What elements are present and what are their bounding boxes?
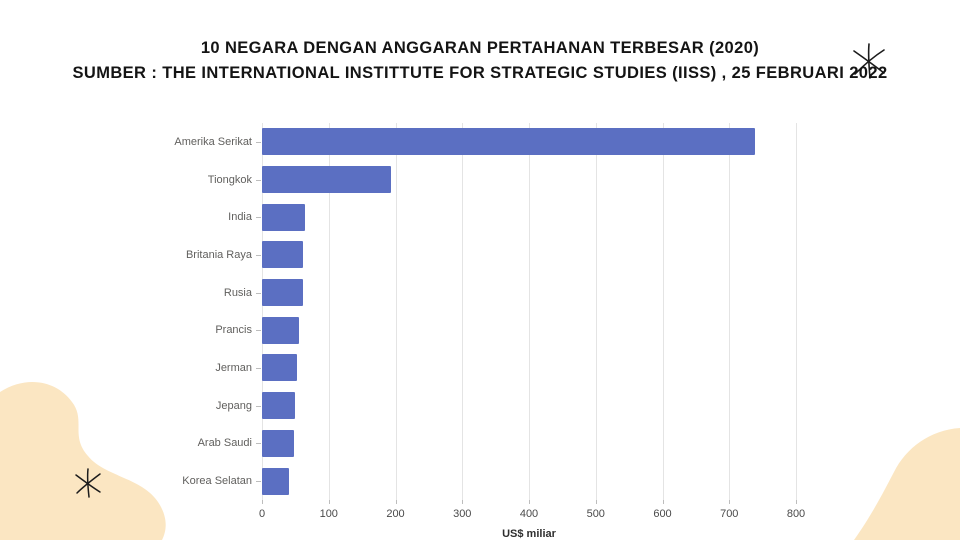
chart-row: Jerman: [140, 349, 820, 387]
category-label: Britania Raya: [185, 248, 252, 261]
bar-track: [256, 462, 796, 500]
category-label: Korea Selatan: [182, 475, 252, 488]
bar-track: [256, 387, 796, 425]
x-axis-ticks: 0 100 200 300 400 500 600 700 800: [258, 500, 805, 530]
x-axis-label: US$ miliar: [502, 528, 556, 540]
chart-row: Britania Raya: [140, 236, 820, 274]
gridline: [796, 123, 797, 500]
corner-blob-right: [854, 428, 960, 540]
bar-track: [256, 274, 796, 312]
x-tick-label: 600: [653, 508, 672, 520]
x-tick-label: 200: [386, 508, 405, 520]
chart-row: Prancis: [140, 311, 820, 349]
chart-row: Tiongkok: [140, 161, 820, 199]
tick-mark: [796, 500, 797, 504]
chart-row: Arab Saudi: [140, 425, 820, 463]
gridline: [729, 123, 731, 500]
x-tick-label: 0: [258, 508, 266, 520]
category-label: Prancis: [215, 324, 252, 337]
gridline: [462, 123, 464, 500]
gridline: [529, 123, 530, 500]
bar-arab-saudi: [262, 429, 295, 457]
x-tick-label: 100: [319, 508, 338, 520]
bar-track: [256, 349, 796, 387]
x-tick-label: 300: [453, 508, 472, 520]
category-label: Jepang: [215, 399, 252, 412]
x-tick-label: 500: [586, 508, 605, 520]
gridline: [395, 123, 397, 500]
chart-rows: Amerika Serikat Tiongkok India Britania Ray…: [140, 123, 820, 500]
gridline: [328, 123, 330, 500]
category-label: Rusia: [223, 286, 252, 299]
title-line-2: SUMBER : THE INTERNATIONAL INSTITTUTE FO…: [72, 64, 888, 82]
bar-tiongkok: [262, 166, 391, 194]
category-label: Arab Saudi: [197, 437, 252, 450]
bar-track: [256, 425, 796, 463]
gridline: [262, 123, 263, 500]
tick-mark: [328, 500, 330, 504]
bar-india: [262, 203, 305, 231]
chart-row: Rusia: [140, 274, 820, 312]
defense-budget-bar-chart: Amerika Serikat Tiongkok India Britania Ray…: [140, 123, 820, 540]
category-label: India: [228, 211, 252, 224]
bar-amerika-serikat: [262, 128, 755, 156]
bar-track: [256, 311, 796, 349]
gridlines: [262, 123, 797, 500]
bar-jerman: [262, 354, 297, 382]
bar-track: [256, 236, 796, 274]
category-label: Amerika Serikat: [174, 135, 252, 148]
x-tick-label: 800: [786, 508, 806, 520]
tick-mark: [595, 500, 597, 504]
category-label: Jerman: [215, 361, 252, 374]
bar-jepang: [262, 392, 296, 420]
bar-prancis: [262, 316, 299, 344]
bar-korea-selatan: [262, 467, 289, 495]
bar-britania-raya: [262, 241, 304, 269]
tick-mark: [462, 500, 464, 504]
gridline: [662, 123, 664, 500]
tick-mark: [662, 500, 664, 504]
bar-track: [256, 161, 796, 199]
slide-title: 10 NEGARA DENGAN ANGGARAN PERTAHANAN TER…: [0, 36, 960, 86]
asterisk-doodle-bottom-left: [75, 468, 101, 498]
tick-mark: [262, 500, 263, 504]
tick-mark: [729, 500, 731, 504]
x-tick-label: 700: [720, 508, 739, 520]
title-line-1: 10 NEGARA DENGAN ANGGARAN PERTAHANAN TER…: [200, 39, 760, 57]
bar-track: [256, 123, 796, 161]
tick-mark: [529, 500, 530, 504]
bar-rusia: [262, 279, 303, 307]
chart-row: Jepang: [140, 387, 820, 425]
bar-track: [256, 198, 796, 236]
x-tick-label: 400: [519, 508, 539, 520]
chart-row: Amerika Serikat: [140, 123, 820, 161]
chart-row: India: [140, 198, 820, 236]
gridline: [595, 123, 597, 500]
chart-row: Korea Selatan: [140, 462, 820, 500]
tick-mark: [395, 500, 397, 504]
category-label: Tiongkok: [207, 173, 252, 186]
